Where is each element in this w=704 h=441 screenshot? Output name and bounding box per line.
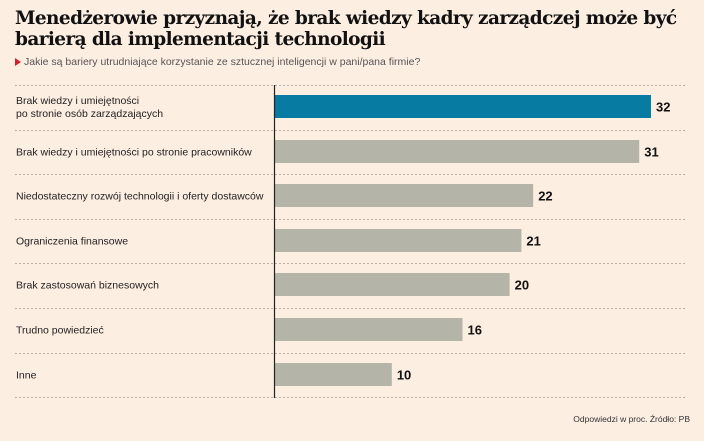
category-label-line: Ograniczenia finansowe (16, 236, 128, 248)
category-label-line: Brak wiedzy i umiejętności po stronie pr… (16, 147, 252, 159)
bar (274, 95, 651, 118)
category-label: Brak wiedzy i umiejętności po stronie pr… (16, 147, 252, 159)
value-label: 21 (526, 234, 540, 249)
category-label-line: Inne (16, 370, 37, 382)
value-label: 22 (538, 189, 552, 204)
bar (274, 363, 392, 386)
source-note: Odpowiedzi w proc. Źródło: PB (573, 414, 690, 424)
category-label: Trudno powiedzieć (16, 325, 104, 337)
subtitle-text: Jakie są bariery utrudniające korzystani… (24, 56, 421, 68)
category-label-line: Trudno powiedzieć (16, 325, 104, 337)
triangle-marker-icon (15, 58, 21, 66)
category-label-line: Niedostateczny rozwój technologii i ofer… (16, 191, 264, 203)
category-label: Brak wiedzy i umiejętności po stronie osó… (16, 95, 163, 120)
category-label: Brak zastosowań biznesowych (16, 280, 159, 292)
value-label: 31 (644, 145, 658, 160)
bar (274, 184, 534, 207)
category-label: Inne (16, 370, 37, 382)
chart-subtitle: Jakie są bariery utrudniające korzystani… (15, 56, 420, 68)
value-label: 10 (397, 368, 411, 383)
bar (274, 229, 522, 252)
category-label: Ograniczenia finansowe (16, 236, 128, 248)
bar (274, 318, 463, 341)
value-label: 20 (515, 278, 529, 293)
chart-title: Menedżerowie przyznają, że brak wiedzy k… (15, 8, 677, 50)
value-label: 32 (656, 100, 670, 115)
bar (274, 273, 510, 296)
value-label: 16 (468, 323, 482, 338)
category-label-line: po stronie osób zarządzających (16, 108, 163, 120)
category-label-line: Brak wiedzy i umiejętności (16, 95, 139, 107)
bar (274, 140, 640, 163)
category-label-line: Brak zastosowań biznesowych (16, 280, 159, 292)
category-label: Niedostateczny rozwój technologii i ofer… (16, 191, 264, 203)
